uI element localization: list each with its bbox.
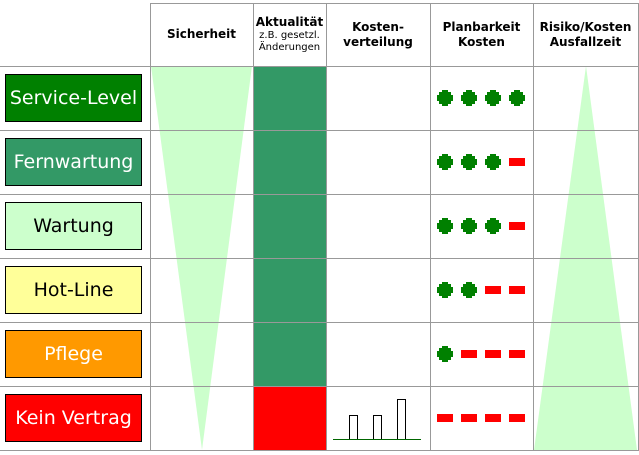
cost-bar — [349, 415, 358, 440]
aktualitaet-cell — [253, 130, 326, 194]
planbarkeit-indicators — [437, 90, 525, 106]
row-label: Pflege — [5, 330, 142, 378]
minus-icon — [509, 218, 525, 234]
header-title-line2: Ausfallzeit — [549, 34, 622, 49]
minus-icon — [485, 346, 501, 362]
grid-line — [150, 3, 151, 451]
grid-line — [533, 3, 534, 451]
column-header: Sicherheit — [150, 3, 253, 66]
cost-bar — [397, 399, 406, 440]
grid-line — [0, 194, 639, 195]
column-header: Risiko/Kosten Ausfallzeit — [533, 3, 638, 66]
row-label: Service-Level — [5, 74, 142, 122]
plus-icon — [437, 90, 453, 106]
row-label: Hot-Line — [5, 266, 142, 314]
grid-line — [0, 66, 639, 67]
row-label: Wartung — [5, 202, 142, 250]
grid-line — [0, 450, 639, 451]
minus-icon — [509, 410, 525, 426]
plus-icon — [485, 218, 501, 234]
aktualitaet-cell — [253, 322, 326, 386]
bar-chart-icon — [333, 399, 421, 440]
header-title-line2: verteilung — [343, 34, 413, 49]
plus-icon — [485, 90, 501, 106]
minus-icon — [461, 346, 477, 362]
header-title: Kosten- — [352, 19, 404, 34]
header-title: Sicherheit — [167, 27, 236, 41]
grid-line — [326, 3, 327, 451]
minus-icon — [509, 346, 525, 362]
cost-bar — [373, 415, 382, 440]
grid-line — [253, 3, 254, 451]
grid-line — [150, 3, 639, 4]
minus-icon — [461, 410, 477, 426]
plus-icon — [437, 282, 453, 298]
grid-line — [0, 130, 639, 131]
plus-icon — [437, 154, 453, 170]
minus-icon — [485, 282, 501, 298]
aktualitaet-cell — [253, 386, 326, 450]
planbarkeit-indicators — [437, 410, 525, 426]
plus-icon — [437, 218, 453, 234]
minus-icon — [485, 410, 501, 426]
header-subtitle: Änderungen — [258, 42, 321, 53]
column-header: Planbarkeit Kosten — [430, 3, 533, 66]
header-title: Risiko/Kosten — [539, 19, 632, 34]
header-title: Planbarkeit — [442, 19, 521, 34]
column-header: Kosten-verteilung — [326, 3, 430, 66]
grid-line — [430, 3, 431, 451]
minus-icon — [509, 154, 525, 170]
column-header: Aktualität z.B. gesetzl. Änderungen — [253, 3, 326, 66]
minus-icon — [509, 282, 525, 298]
grid-line — [0, 386, 639, 387]
header-title-line2: Kosten — [458, 34, 505, 49]
plus-icon — [437, 346, 453, 362]
row-label: Fernwartung — [5, 138, 142, 186]
grid-line — [0, 258, 639, 259]
aktualitaet-cell — [253, 194, 326, 258]
planbarkeit-indicators — [437, 218, 525, 234]
plus-icon — [509, 90, 525, 106]
plus-icon — [461, 154, 477, 170]
plus-icon — [485, 154, 501, 170]
plus-icon — [461, 90, 477, 106]
aktualitaet-cell — [253, 66, 326, 130]
minus-icon — [437, 410, 453, 426]
planbarkeit-indicators — [437, 154, 525, 170]
row-label: Kein Vertrag — [5, 394, 142, 442]
header-title: Aktualität — [255, 15, 324, 29]
header-subtitle: z.B. gesetzl. — [259, 30, 320, 41]
planbarkeit-indicators — [437, 346, 525, 362]
aktualitaet-cell — [253, 258, 326, 322]
plus-icon — [461, 282, 477, 298]
planbarkeit-indicators — [437, 282, 525, 298]
grid-line — [0, 322, 639, 323]
plus-icon — [461, 218, 477, 234]
